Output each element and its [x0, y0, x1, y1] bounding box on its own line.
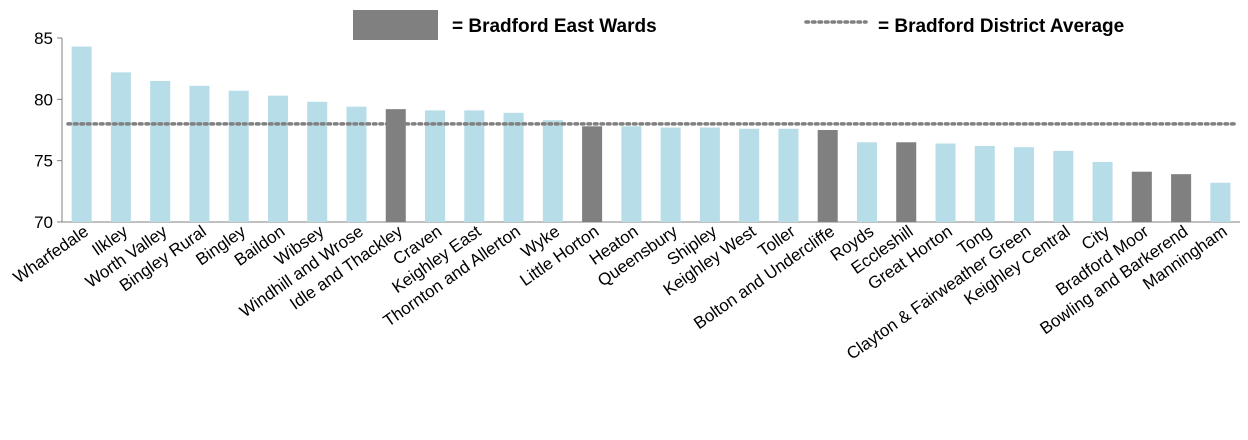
bar — [1092, 161, 1113, 222]
bar — [228, 90, 249, 222]
bar — [110, 72, 131, 222]
bar — [464, 110, 485, 222]
legend-east-label: = Bradford East Wards — [452, 16, 657, 37]
bar — [1171, 174, 1192, 222]
y-tick-label: 70 — [34, 213, 53, 232]
bar — [1014, 147, 1035, 222]
bar — [267, 95, 288, 222]
bar — [346, 106, 367, 222]
bar — [1210, 182, 1231, 222]
bar — [896, 142, 917, 222]
bar — [542, 120, 563, 222]
bar — [935, 143, 956, 222]
y-tick-label: 85 — [34, 29, 53, 48]
axes — [61, 38, 1240, 223]
bar — [150, 80, 171, 222]
bar — [385, 109, 406, 222]
legend-average-label: = Bradford District Average — [878, 16, 1124, 37]
bar — [699, 127, 720, 222]
y-tick-label: 75 — [34, 152, 53, 171]
bar — [739, 128, 760, 222]
bar — [974, 145, 995, 222]
y-tick-label: 80 — [34, 90, 53, 109]
bar — [1053, 150, 1074, 222]
bar — [817, 130, 838, 222]
legend-east-swatch — [353, 10, 438, 40]
bar — [425, 110, 446, 222]
bar — [856, 142, 877, 222]
bar — [582, 126, 603, 222]
bar — [189, 85, 210, 222]
bar — [503, 112, 524, 222]
bar — [778, 128, 799, 222]
bars — [71, 46, 1231, 222]
bar — [660, 127, 681, 222]
bar — [1131, 171, 1152, 222]
bar — [307, 101, 328, 222]
y-ticks: 70 75 80 85 — [34, 29, 62, 232]
legend: = Bradford East Wards = Bradford Distric… — [353, 10, 1124, 40]
bar — [621, 126, 642, 222]
bar — [71, 46, 92, 222]
